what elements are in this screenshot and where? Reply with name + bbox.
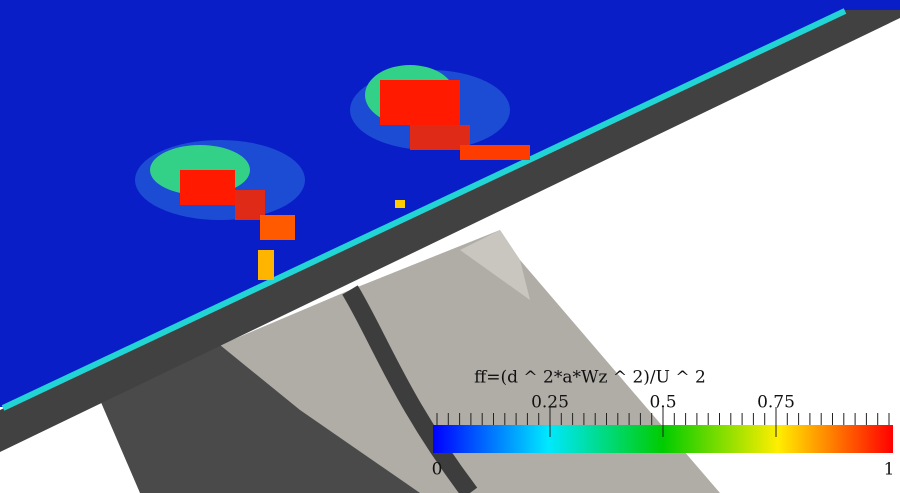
tick-label: 0.25 bbox=[531, 393, 569, 413]
tick-label: 0.75 bbox=[757, 393, 795, 413]
range-label: 0 bbox=[432, 460, 443, 480]
tick-label: 0.5 bbox=[649, 393, 676, 413]
scene: ff=(d ^ 2*a*Wz ^ 2)/U ^ 2 0.25 0.5 0.75 0 1 bbox=[0, 0, 900, 493]
colorbar-title: ff=(d ^ 2*a*Wz ^ 2)/U ^ 2 bbox=[474, 368, 706, 388]
range-label: 1 bbox=[884, 460, 895, 480]
